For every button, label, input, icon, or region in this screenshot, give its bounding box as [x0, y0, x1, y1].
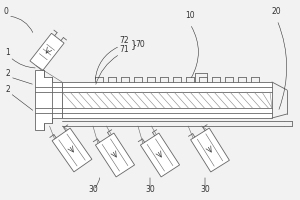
Polygon shape: [35, 70, 62, 130]
Text: 20: 20: [272, 7, 282, 16]
Polygon shape: [30, 33, 64, 71]
Text: 2: 2: [5, 69, 10, 78]
Text: 30: 30: [145, 185, 155, 194]
Text: 30: 30: [88, 185, 98, 194]
Polygon shape: [62, 82, 272, 118]
Text: }: }: [131, 39, 137, 49]
Text: 30: 30: [200, 185, 210, 194]
Polygon shape: [95, 133, 135, 177]
Text: 70: 70: [135, 40, 145, 49]
Polygon shape: [140, 133, 180, 177]
Text: 71: 71: [119, 45, 129, 54]
Text: 10: 10: [185, 11, 195, 20]
Text: 1: 1: [5, 48, 10, 57]
Text: 2: 2: [5, 85, 10, 94]
Text: 0: 0: [3, 7, 8, 16]
Polygon shape: [52, 128, 92, 172]
Text: 72: 72: [119, 36, 129, 45]
Polygon shape: [190, 128, 230, 172]
